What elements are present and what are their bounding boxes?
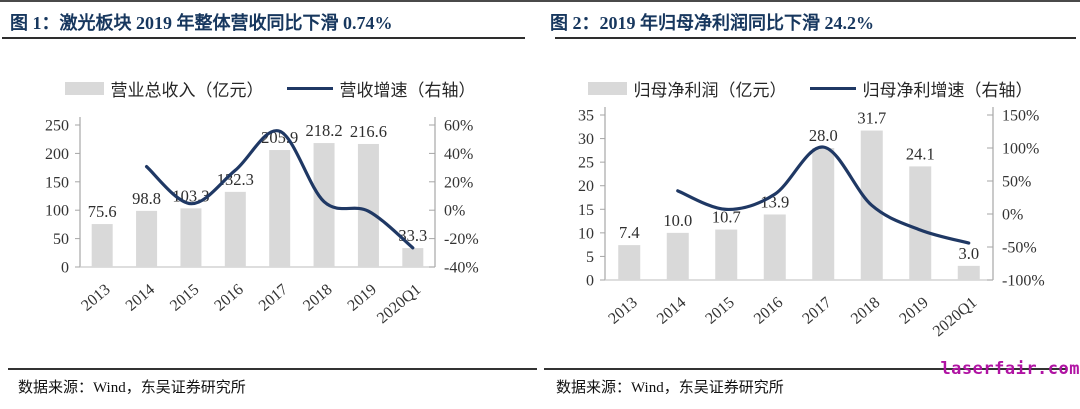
bar — [763, 214, 786, 280]
left-tick-label: 100 — [45, 203, 69, 220]
bar — [909, 166, 932, 280]
left-tick-label: 250 — [45, 118, 69, 135]
category-label: 2013 — [605, 294, 640, 328]
line-series-label: 营收增速（右轴） — [339, 81, 476, 100]
bar-series-label: 归母净利润（亿元） — [633, 81, 787, 100]
bar — [180, 208, 202, 267]
left-tick-label: 0 — [586, 273, 594, 290]
right-tick-label: -40% — [444, 260, 479, 277]
bar — [269, 150, 291, 267]
bar — [618, 245, 641, 280]
category-label: 2013 — [78, 281, 113, 315]
bar-value-label: 28.0 — [809, 126, 838, 145]
right-tick-label: 60% — [444, 118, 473, 135]
bar-series-label: 营业总收入（亿元） — [110, 81, 264, 100]
category-label: 2019 — [896, 294, 931, 328]
right-tick-label: -100% — [1002, 273, 1045, 290]
figure-2-title-divider — [555, 37, 1076, 39]
watermark-text: laserfair.com — [940, 359, 1080, 379]
bar — [313, 143, 335, 267]
bar-value-label: 132.3 — [217, 170, 254, 189]
left-tick-label: 20 — [578, 178, 594, 195]
bar-value-label: 10.0 — [663, 211, 692, 230]
right-tick-label: 20% — [444, 174, 473, 191]
bar — [136, 210, 158, 267]
right-tick-label: 0% — [1002, 207, 1023, 224]
revenue-combo-chart: 0 50 100 150 200 250 -40% -20% 0% 20% 40% 60% 2013 20… — [45, 117, 479, 327]
figure-1-source: 数据来源：Wind，东吴证券研究所 — [18, 380, 246, 396]
left-tick-label: 30 — [578, 131, 594, 148]
category-label: 2014 — [654, 294, 689, 328]
top-border-line — [0, 0, 1080, 2]
line-legend-swatch — [286, 87, 333, 90]
category-label: 2020Q1 — [374, 281, 424, 327]
category-label: 2019 — [345, 281, 380, 315]
line-series-label: 归母净利增速（右轴） — [862, 81, 1033, 100]
bar-value-label: 218.2 — [306, 121, 343, 140]
bar-value-label: 3.0 — [958, 244, 979, 263]
left-tick-label: 150 — [45, 174, 69, 191]
bar-legend-swatch — [64, 82, 104, 95]
right-tick-label: 40% — [444, 146, 473, 163]
bar-value-label: 75.6 — [88, 202, 117, 221]
figure-1-title-divider — [2, 37, 525, 39]
bar — [402, 248, 424, 267]
left-tick-label: 50 — [53, 231, 69, 248]
bar — [715, 229, 738, 280]
category-label: 2015 — [167, 281, 202, 315]
left-tick-label: 15 — [578, 202, 594, 219]
category-label: 2014 — [123, 281, 158, 315]
bar — [666, 232, 689, 280]
bar-value-label: 98.8 — [132, 189, 161, 208]
bar-value-label: 31.7 — [857, 109, 886, 128]
bar — [812, 148, 835, 280]
bar — [957, 265, 980, 280]
left-tick-label: 35 — [578, 108, 594, 125]
bar — [357, 143, 379, 267]
right-tick-label: 100% — [1002, 141, 1039, 158]
left-tick-label: 0 — [61, 260, 69, 277]
figure-1-title: 图 1：激光板块 2019 年整体营收同比下滑 0.74% — [10, 13, 393, 33]
right-tick-label: -20% — [444, 231, 479, 248]
bar-legend-swatch — [587, 82, 627, 95]
figure-2-source: 数据来源：Wind，东吴证券研究所 — [556, 380, 784, 396]
bar-value-label: 33.3 — [398, 226, 427, 245]
left-tick-label: 200 — [45, 146, 69, 163]
figure-1-panel: 图 1：激光板块 2019 年整体营收同比下滑 0.74% 营业总收入（亿元） … — [0, 13, 540, 396]
category-label: 2016 — [751, 294, 786, 328]
figure-2-title: 图 2：2019 年归母净利润同比下滑 24.2% — [550, 13, 874, 33]
bar-value-label: 10.7 — [712, 208, 741, 227]
figure-2-panel: 图 2：2019 年归母净利润同比下滑 24.2% 归母净利润（亿元） 归母净利… — [540, 0, 1080, 409]
figure-2-legend: 归母净利润（亿元） 归母净利增速（右轴） — [540, 76, 1080, 101]
bar-value-label: 24.1 — [906, 144, 935, 163]
right-tick-label: 50% — [1002, 174, 1031, 191]
category-label: 2020Q1 — [930, 294, 980, 340]
figure-1-legend: 营业总收入（亿元） 营收增速（右轴） — [0, 76, 540, 101]
bar — [91, 224, 113, 267]
category-label: 2018 — [848, 294, 883, 328]
right-tick-label: 150% — [1002, 108, 1039, 125]
category-label: 2017 — [256, 281, 291, 315]
bar-value-label: 216.6 — [350, 122, 387, 141]
growth-line — [676, 145, 971, 245]
right-tick-label: 0% — [444, 203, 465, 220]
category-label: 2018 — [300, 281, 335, 315]
bar — [224, 191, 246, 267]
net-profit-combo-chart: 0 5 10 15 20 25 30 35 -100% -50% 0% 50% 100% 150% 2013… — [578, 107, 1045, 340]
category-label: 2016 — [211, 281, 246, 315]
growth-line — [144, 129, 415, 250]
left-tick-label: 10 — [578, 225, 594, 242]
figure-1-source-divider — [8, 368, 537, 370]
category-label: 2017 — [799, 294, 834, 328]
right-tick-label: -50% — [1002, 240, 1037, 257]
line-legend-swatch — [809, 87, 856, 90]
left-tick-label: 5 — [586, 249, 594, 266]
left-tick-label: 25 — [578, 155, 594, 172]
figure-2-source-divider — [544, 368, 1066, 370]
bar-value-label: 7.4 — [619, 223, 640, 242]
category-label: 2015 — [702, 294, 737, 328]
